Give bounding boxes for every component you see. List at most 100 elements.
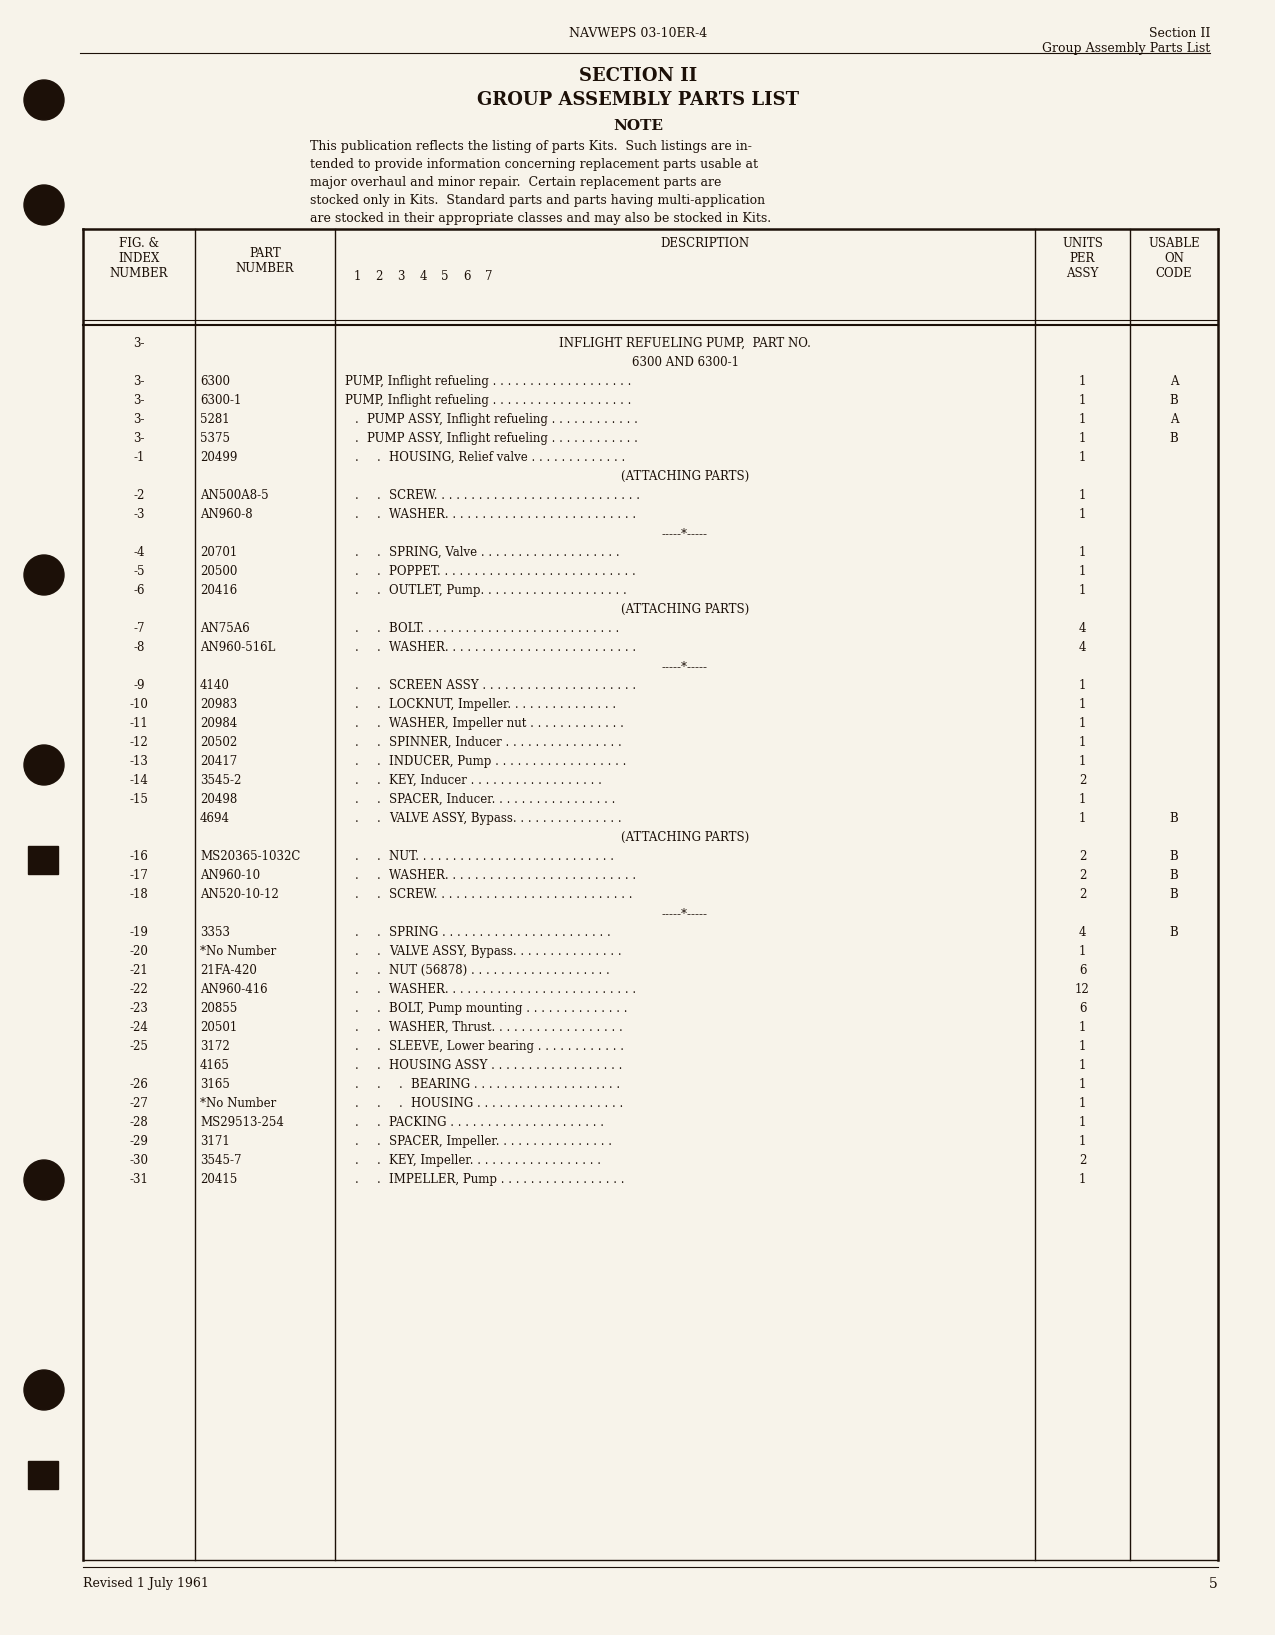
Text: 2: 2 [1079,888,1086,901]
Text: 6: 6 [1079,1002,1086,1015]
Text: 1: 1 [1079,1020,1086,1033]
Text: .: . [356,945,358,958]
Text: .: . [377,1059,381,1073]
Text: -25: -25 [130,1040,148,1053]
Text: 7: 7 [486,270,492,283]
Text: 1: 1 [1079,489,1086,502]
Text: -22: -22 [130,983,148,996]
Text: -9: -9 [134,679,145,692]
Text: 4165: 4165 [200,1059,230,1073]
Text: 2: 2 [1079,850,1086,863]
Text: 3-: 3- [134,432,145,445]
Text: Revised 1 July 1961: Revised 1 July 1961 [83,1578,209,1589]
Text: -27: -27 [130,1097,148,1110]
Text: .: . [356,1097,358,1110]
Text: .: . [377,584,381,597]
Text: -28: -28 [130,1117,148,1130]
Text: AN500A8-5: AN500A8-5 [200,489,269,502]
Text: .: . [356,414,358,427]
Text: INDEX: INDEX [119,252,159,265]
Text: -3: -3 [134,508,145,522]
Text: 1: 1 [1079,508,1086,522]
Text: -4: -4 [134,546,145,559]
Text: B: B [1169,813,1178,826]
Text: .: . [356,584,358,597]
Text: NOTE: NOTE [613,119,663,132]
Text: SPINNER, Inducer . . . . . . . . . . . . . . . .: SPINNER, Inducer . . . . . . . . . . . .… [389,736,622,749]
Text: (ATTACHING PARTS): (ATTACHING PARTS) [621,603,750,616]
Text: -7: -7 [134,621,145,634]
Text: NUMBER: NUMBER [236,262,295,275]
Text: 3545-7: 3545-7 [200,1154,241,1167]
Text: major overhaul and minor repair.  Certain replacement parts are: major overhaul and minor repair. Certain… [310,177,722,190]
Text: -18: -18 [130,888,148,901]
Text: 6300-1: 6300-1 [200,394,241,407]
Text: tended to provide information concerning replacement parts usable at: tended to provide information concerning… [310,159,759,172]
Text: SCREW. . . . . . . . . . . . . . . . . . . . . . . . . . .: SCREW. . . . . . . . . . . . . . . . . .… [389,888,632,901]
Text: -2: -2 [134,489,144,502]
Text: 2: 2 [1079,868,1086,881]
Bar [28,845,57,875]
Text: This publication reflects the listing of parts Kits.  Such listings are in-: This publication reflects the listing of… [310,141,752,154]
Text: KEY, Inducer . . . . . . . . . . . . . . . . . .: KEY, Inducer . . . . . . . . . . . . . .… [389,773,602,786]
Text: 4: 4 [1079,925,1086,938]
Text: INDUCER, Pump . . . . . . . . . . . . . . . . . .: INDUCER, Pump . . . . . . . . . . . . . … [389,755,626,768]
Text: .: . [356,718,358,729]
Text: PACKING . . . . . . . . . . . . . . . . . . . . .: PACKING . . . . . . . . . . . . . . . . … [389,1117,604,1130]
Text: FIG. &: FIG. & [119,237,159,250]
Text: MS20365-1032C: MS20365-1032C [200,850,301,863]
Text: 1: 1 [1079,414,1086,427]
Text: .: . [377,983,381,996]
Text: BEARING . . . . . . . . . . . . . . . . . . . .: BEARING . . . . . . . . . . . . . . . . … [411,1077,620,1091]
Circle shape [24,554,64,595]
Text: AN960-8: AN960-8 [200,508,252,522]
Text: .: . [356,546,358,559]
Text: .: . [356,1040,358,1053]
Text: 20701: 20701 [200,546,237,559]
Text: WASHER. . . . . . . . . . . . . . . . . . . . . . . . . .: WASHER. . . . . . . . . . . . . . . . . … [389,983,636,996]
Text: Section II: Section II [1149,28,1210,39]
Text: 2: 2 [375,270,382,283]
Text: AN960-10: AN960-10 [200,868,260,881]
Text: .: . [356,566,358,579]
Text: WASHER. . . . . . . . . . . . . . . . . . . . . . . . . .: WASHER. . . . . . . . . . . . . . . . . … [389,508,636,522]
Text: AN75A6: AN75A6 [200,621,250,634]
Text: 20502: 20502 [200,736,237,749]
Text: B: B [1169,868,1178,881]
Text: 1: 1 [1079,736,1086,749]
Text: 1: 1 [1079,451,1086,464]
Text: 21FA-420: 21FA-420 [200,965,256,978]
Text: .: . [377,888,381,901]
Text: .: . [377,698,381,711]
Text: are stocked in their appropriate classes and may also be stocked in Kits.: are stocked in their appropriate classes… [310,213,771,226]
Text: USABLE: USABLE [1149,237,1200,250]
Text: .: . [377,813,381,826]
Text: AN520-10-12: AN520-10-12 [200,888,279,901]
Text: -10: -10 [130,698,148,711]
Text: UNITS: UNITS [1062,237,1103,250]
Text: .: . [377,1097,381,1110]
Text: .: . [377,925,381,938]
Text: POPPET. . . . . . . . . . . . . . . . . . . . . . . . . . .: POPPET. . . . . . . . . . . . . . . . . … [389,566,636,579]
Text: .: . [377,1117,381,1130]
Text: 6: 6 [463,270,470,283]
Text: -13: -13 [130,755,148,768]
Text: PER: PER [1070,252,1095,265]
Text: HOUSING . . . . . . . . . . . . . . . . . . . .: HOUSING . . . . . . . . . . . . . . . . … [411,1097,623,1110]
Text: 1: 1 [1079,374,1086,387]
Text: 5281: 5281 [200,414,230,427]
Text: .: . [356,813,358,826]
Text: A: A [1169,414,1178,427]
Text: .: . [356,698,358,711]
Text: 20983: 20983 [200,698,237,711]
Text: 1: 1 [1079,813,1086,826]
Text: LOCKNUT, Impeller. . . . . . . . . . . . . . .: LOCKNUT, Impeller. . . . . . . . . . . .… [389,698,616,711]
Text: 1: 1 [1079,1077,1086,1091]
Text: .: . [377,1154,381,1167]
Text: WASHER, Impeller nut . . . . . . . . . . . . .: WASHER, Impeller nut . . . . . . . . . .… [389,718,623,729]
Text: .: . [356,621,358,634]
Text: INFLIGHT REFUELING PUMP,  PART NO.: INFLIGHT REFUELING PUMP, PART NO. [558,337,811,350]
Text: .: . [377,508,381,522]
Text: PART: PART [249,247,280,260]
Text: KEY, Impeller. . . . . . . . . . . . . . . . . .: KEY, Impeller. . . . . . . . . . . . . .… [389,1154,601,1167]
